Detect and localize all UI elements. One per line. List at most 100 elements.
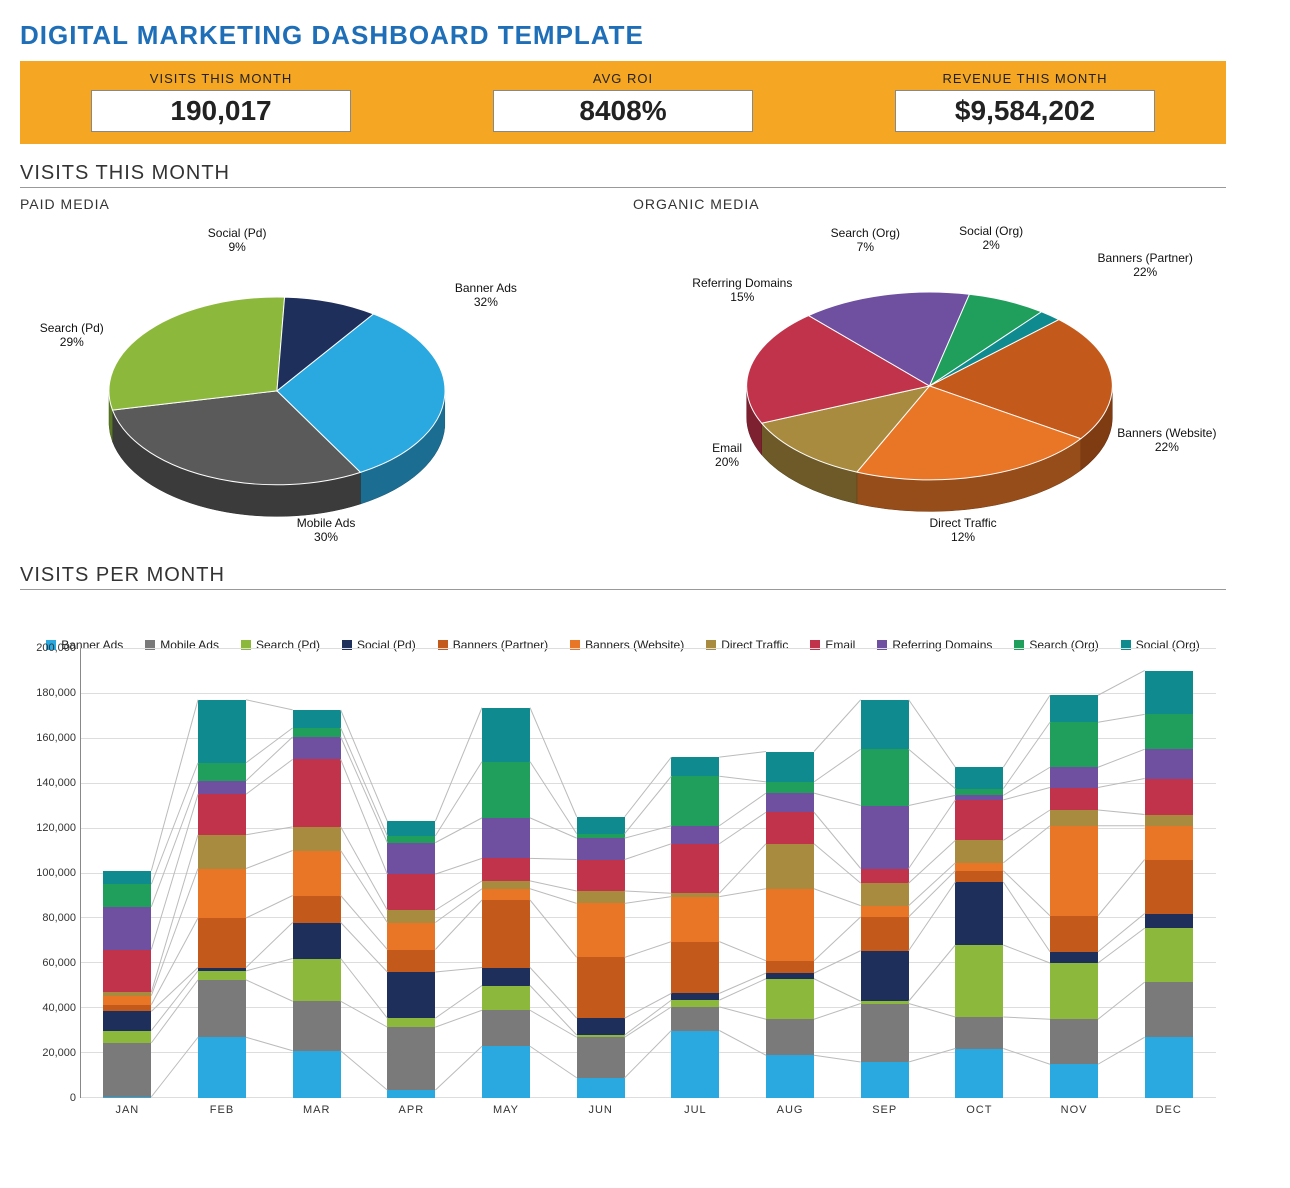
pie-slice-label: Search (Pd)29% — [40, 321, 104, 350]
bar-segment — [861, 749, 909, 805]
bar-segment — [103, 1005, 151, 1012]
pie-slice-label: Social (Org)2% — [959, 224, 1023, 253]
bar-segment — [955, 863, 1003, 871]
bar-segment — [387, 836, 435, 843]
bar-segment — [955, 789, 1003, 796]
bar-segment — [293, 728, 341, 737]
bar-segment — [861, 869, 909, 884]
bar-segment — [103, 1011, 151, 1030]
bar-segment — [482, 818, 530, 859]
y-tick: 100,000 — [20, 867, 76, 879]
bar-segment — [387, 972, 435, 1018]
bar-segment — [482, 1046, 530, 1098]
bar-segment — [1145, 860, 1193, 914]
bar-segment — [293, 896, 341, 923]
bar-segment — [671, 1031, 719, 1099]
bar-segment — [861, 883, 909, 906]
bar-segment — [766, 844, 814, 889]
bar-segment — [198, 918, 246, 968]
bar-segment — [1050, 788, 1098, 811]
y-tick: 140,000 — [20, 777, 76, 789]
bar-segment — [198, 1037, 246, 1098]
bar-segment — [671, 826, 719, 844]
kpi-bar: VISITS THIS MONTH190,017AVG ROI8408%REVE… — [20, 61, 1226, 144]
bar-segment — [1050, 1019, 1098, 1064]
bar-segment — [293, 710, 341, 728]
bar-segment — [766, 812, 814, 844]
bar-segment — [955, 945, 1003, 1017]
bar-segment — [671, 1007, 719, 1031]
bar-segment — [671, 776, 719, 826]
bar-segment — [861, 917, 909, 951]
bar-segment — [198, 700, 246, 763]
bar-segment — [293, 923, 341, 959]
bar — [387, 821, 435, 1098]
pie-chart-organic: Banners (Partner)22%Banners (Website)22%… — [633, 216, 1226, 546]
y-tick: 0 — [20, 1092, 76, 1104]
bar-segment — [1050, 952, 1098, 963]
bar — [1050, 695, 1098, 1098]
y-tick: 40,000 — [20, 1002, 76, 1014]
kpi-value: 190,017 — [91, 90, 351, 132]
bar-segment — [1145, 928, 1193, 982]
bar-segment — [387, 950, 435, 973]
bar-segment — [671, 844, 719, 894]
bar-segment — [103, 884, 151, 907]
bar — [955, 767, 1003, 1098]
page-title: DIGITAL MARKETING DASHBOARD TEMPLATE — [20, 20, 1226, 51]
bar-segment — [766, 979, 814, 1020]
bar-segment — [293, 1051, 341, 1098]
bar-segment — [577, 838, 625, 859]
bar-segment — [103, 1031, 151, 1043]
pie-slice-label: Direct Traffic12% — [930, 516, 997, 545]
y-tick: 120,000 — [20, 822, 76, 834]
x-tick: FEB — [210, 1104, 234, 1116]
bar — [577, 817, 625, 1098]
bar-segment — [198, 971, 246, 980]
bar-segment — [387, 874, 435, 910]
bar-segment — [103, 907, 151, 950]
bar — [861, 700, 909, 1098]
bar — [671, 757, 719, 1098]
bar-segment — [766, 1055, 814, 1098]
bar-segment — [671, 897, 719, 942]
pie-slice-label: Social (Pd)9% — [208, 226, 267, 255]
bar-segment — [1050, 695, 1098, 722]
bar-segment — [293, 851, 341, 896]
bar-segment — [103, 871, 151, 885]
bar-segment — [671, 942, 719, 994]
bar-segment — [198, 794, 246, 835]
bar-segment — [766, 889, 814, 961]
y-tick: 20,000 — [20, 1047, 76, 1059]
bar-segment — [293, 759, 341, 827]
bar-segment — [955, 1017, 1003, 1049]
pie-slice-label: Referring Domains15% — [692, 276, 792, 305]
bar-segment — [293, 1001, 341, 1051]
bar-segment — [482, 968, 530, 986]
y-tick: 60,000 — [20, 957, 76, 969]
bar-segment — [577, 1037, 625, 1078]
bar-segment — [1050, 722, 1098, 767]
bar-segment — [1145, 826, 1193, 860]
bar-segment — [577, 1018, 625, 1035]
bar-segment — [955, 800, 1003, 841]
bar-segment — [1145, 749, 1193, 778]
bar-segment — [577, 817, 625, 834]
x-tick: APR — [399, 1104, 425, 1116]
bar-segment — [387, 1018, 435, 1027]
pie-slice-label: Banner Ads32% — [455, 281, 517, 310]
bar-segment — [1145, 914, 1193, 929]
bar-segment — [766, 782, 814, 793]
bar-segment — [955, 840, 1003, 863]
bar — [482, 708, 530, 1098]
kpi-label: VISITS THIS MONTH — [60, 71, 382, 86]
bar-segment — [198, 869, 246, 919]
bar — [293, 710, 341, 1098]
bar-segment — [1050, 916, 1098, 952]
bar-segment — [1050, 1064, 1098, 1098]
bar-segment — [482, 762, 530, 818]
bar-segment — [766, 793, 814, 812]
bar-segment — [293, 959, 341, 1002]
bar-segment — [1050, 767, 1098, 787]
y-tick: 160,000 — [20, 732, 76, 744]
